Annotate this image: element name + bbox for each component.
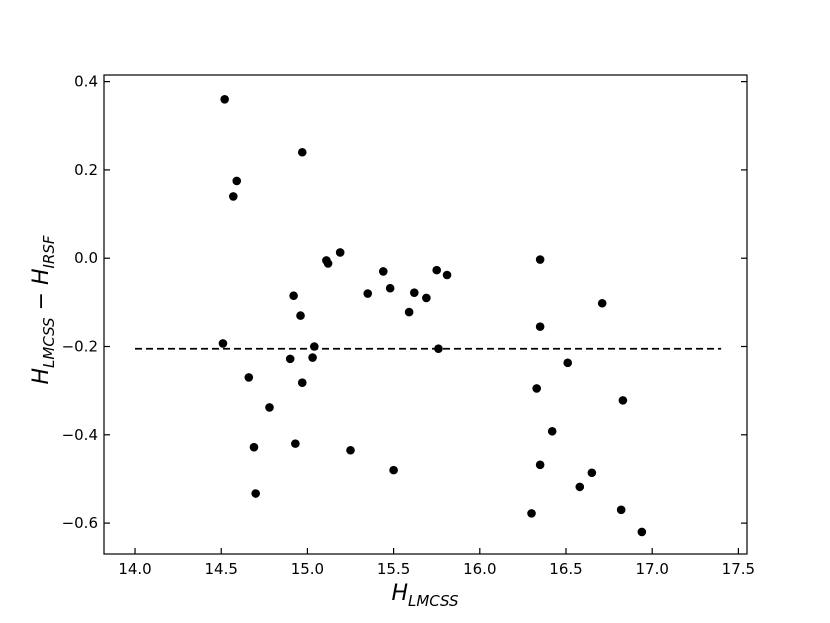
x-tick-label: 15.0 — [291, 560, 324, 578]
data-point — [618, 396, 628, 405]
data-point — [535, 460, 545, 470]
data-point — [575, 482, 585, 492]
data-point — [297, 378, 307, 388]
data-point — [285, 354, 295, 364]
data-point — [220, 94, 229, 104]
x-tick-label: 17.5 — [722, 560, 755, 578]
x-axis: 14.0 14.5 15.0 15.5 16.0 16.5 17.0 17.5 — [118, 548, 755, 578]
data-point — [587, 468, 597, 478]
data-point — [378, 267, 388, 276]
x-tick-label: 16.0 — [463, 560, 496, 578]
data-point — [637, 527, 647, 537]
y-tick-label: 0.0 — [74, 249, 98, 267]
plot-frame — [103, 74, 748, 555]
data-point — [385, 283, 395, 293]
data-point — [389, 465, 398, 475]
y-axis: 0.4 0.2 0.0 −0.2 −0.4 −0.6 — [62, 73, 747, 532]
x-tick-label: 17.0 — [635, 560, 668, 578]
x-tick-label: 14.5 — [205, 560, 238, 578]
x-tick-label: 15.5 — [377, 560, 410, 578]
data-point — [434, 344, 443, 354]
data-point — [228, 192, 238, 201]
x-tick-label: 16.5 — [549, 560, 582, 578]
data-point — [597, 298, 607, 308]
data-point — [232, 176, 242, 186]
data-point — [442, 270, 452, 280]
data-point — [265, 403, 274, 412]
data-point — [346, 445, 355, 455]
data-point — [244, 373, 254, 382]
data-point — [251, 489, 260, 498]
data-point — [296, 311, 305, 320]
data-point — [308, 353, 317, 362]
data-point — [291, 439, 300, 448]
y-tick-label: 0.2 — [74, 161, 98, 179]
y-tick-label: 0.4 — [74, 73, 98, 91]
data-point — [310, 342, 319, 351]
y-tick-label: −0.6 — [62, 514, 98, 532]
data-point — [422, 293, 431, 303]
data-point — [218, 339, 228, 348]
y-axis-label: HLMCSS​ − HIRSF​ — [29, 235, 58, 384]
data-point — [297, 147, 307, 157]
data-point — [547, 426, 557, 436]
data-point — [404, 307, 414, 317]
data-point — [527, 509, 536, 518]
data-point — [409, 288, 419, 297]
data-point — [563, 358, 573, 368]
x-tick-label: 14.0 — [118, 560, 151, 578]
data-points — [218, 94, 647, 537]
data-point — [616, 505, 626, 515]
data-point — [289, 291, 298, 301]
data-point — [323, 259, 333, 268]
y-tick-label: −0.2 — [62, 338, 98, 356]
data-point — [535, 322, 545, 331]
x-axis-label: HLMCSS​ — [391, 581, 459, 610]
data-point — [335, 248, 345, 257]
y-tick-label: −0.4 — [62, 426, 98, 444]
data-point — [249, 442, 259, 452]
data-point — [535, 255, 545, 264]
data-point — [363, 289, 373, 298]
data-point — [532, 384, 541, 393]
data-point — [432, 265, 442, 275]
